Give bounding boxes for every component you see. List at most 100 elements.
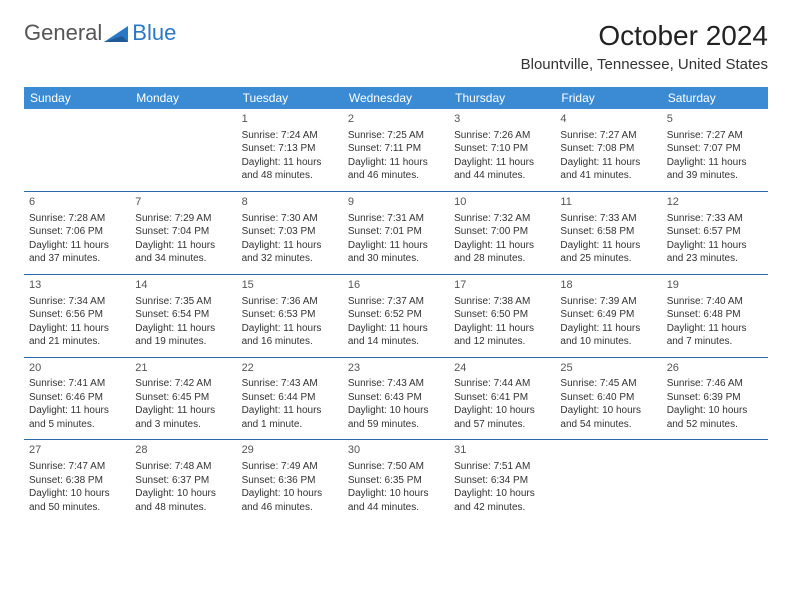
- sunset-text: Sunset: 6:36 PM: [242, 474, 338, 488]
- calendar-cell: 23Sunrise: 7:43 AMSunset: 6:43 PMDayligh…: [343, 357, 449, 440]
- day-number: 30: [348, 443, 444, 458]
- day-header: Sunday: [24, 87, 130, 109]
- calendar-week-row: 13Sunrise: 7:34 AMSunset: 6:56 PMDayligh…: [24, 274, 768, 357]
- daylight-text: Daylight: 11 hours and 32 minutes.: [242, 239, 338, 266]
- sunset-text: Sunset: 6:50 PM: [454, 308, 550, 322]
- calendar-cell: [555, 440, 661, 522]
- sunset-text: Sunset: 7:01 PM: [348, 225, 444, 239]
- header: General Blue October 2024 Blountville, T…: [24, 20, 768, 73]
- day-number: 18: [560, 278, 656, 293]
- sunrise-text: Sunrise: 7:35 AM: [135, 295, 231, 309]
- sunset-text: Sunset: 6:53 PM: [242, 308, 338, 322]
- calendar-cell: 13Sunrise: 7:34 AMSunset: 6:56 PMDayligh…: [24, 274, 130, 357]
- sunrise-text: Sunrise: 7:26 AM: [454, 129, 550, 143]
- sunrise-text: Sunrise: 7:30 AM: [242, 212, 338, 226]
- sunrise-text: Sunrise: 7:42 AM: [135, 377, 231, 391]
- calendar-cell: 20Sunrise: 7:41 AMSunset: 6:46 PMDayligh…: [24, 357, 130, 440]
- day-header: Thursday: [449, 87, 555, 109]
- day-number: 13: [29, 278, 125, 293]
- day-number: 16: [348, 278, 444, 293]
- sunrise-text: Sunrise: 7:31 AM: [348, 212, 444, 226]
- sunrise-text: Sunrise: 7:24 AM: [242, 129, 338, 143]
- daylight-text: Daylight: 11 hours and 48 minutes.: [242, 156, 338, 183]
- sunrise-text: Sunrise: 7:50 AM: [348, 460, 444, 474]
- calendar-cell: 31Sunrise: 7:51 AMSunset: 6:34 PMDayligh…: [449, 440, 555, 522]
- daylight-text: Daylight: 10 hours and 46 minutes.: [242, 487, 338, 514]
- sunset-text: Sunset: 6:43 PM: [348, 391, 444, 405]
- calendar-cell: 30Sunrise: 7:50 AMSunset: 6:35 PMDayligh…: [343, 440, 449, 522]
- sunset-text: Sunset: 6:39 PM: [667, 391, 763, 405]
- calendar-cell: 8 Sunrise: 7:30 AMSunset: 7:03 PMDaylight…: [237, 191, 343, 274]
- sunrise-text: Sunrise: 7:49 AM: [242, 460, 338, 474]
- sunrise-text: Sunrise: 7:51 AM: [454, 460, 550, 474]
- day-number: 28: [135, 443, 231, 458]
- sunset-text: Sunset: 6:34 PM: [454, 474, 550, 488]
- sunrise-text: Sunrise: 7:33 AM: [560, 212, 656, 226]
- daylight-text: Daylight: 11 hours and 7 minutes.: [667, 322, 763, 349]
- day-header: Saturday: [662, 87, 768, 109]
- calendar-cell: 18Sunrise: 7:39 AMSunset: 6:49 PMDayligh…: [555, 274, 661, 357]
- sunrise-text: Sunrise: 7:38 AM: [454, 295, 550, 309]
- calendar-cell: 14Sunrise: 7:35 AMSunset: 6:54 PMDayligh…: [130, 274, 236, 357]
- calendar-header-row: Sunday Monday Tuesday Wednesday Thursday…: [24, 87, 768, 109]
- daylight-text: Daylight: 11 hours and 28 minutes.: [454, 239, 550, 266]
- calendar-cell: 3Sunrise: 7:26 AMSunset: 7:10 PMDaylight…: [449, 109, 555, 191]
- sunrise-text: Sunrise: 7:43 AM: [348, 377, 444, 391]
- calendar-cell: 26Sunrise: 7:46 AMSunset: 6:39 PMDayligh…: [662, 357, 768, 440]
- calendar-cell: 6Sunrise: 7:28 AMSunset: 7:06 PMDaylight…: [24, 191, 130, 274]
- calendar-cell: 2Sunrise: 7:25 AMSunset: 7:11 PMDaylight…: [343, 109, 449, 191]
- title-block: October 2024 Blountville, Tennessee, Uni…: [521, 20, 768, 73]
- sunset-text: Sunset: 7:13 PM: [242, 142, 338, 156]
- sunrise-text: Sunrise: 7:34 AM: [29, 295, 125, 309]
- sunrise-text: Sunrise: 7:29 AM: [135, 212, 231, 226]
- sunrise-text: Sunrise: 7:46 AM: [667, 377, 763, 391]
- sunset-text: Sunset: 7:10 PM: [454, 142, 550, 156]
- day-number: 1: [242, 112, 338, 127]
- daylight-text: Daylight: 10 hours and 44 minutes.: [348, 487, 444, 514]
- sunrise-text: Sunrise: 7:28 AM: [29, 212, 125, 226]
- calendar-cell: [24, 109, 130, 191]
- sunset-text: Sunset: 6:58 PM: [560, 225, 656, 239]
- day-number: 31: [454, 443, 550, 458]
- sunset-text: Sunset: 7:03 PM: [242, 225, 338, 239]
- calendar-week-row: 20Sunrise: 7:41 AMSunset: 6:46 PMDayligh…: [24, 357, 768, 440]
- calendar-week-row: 1 Sunrise: 7:24 AMSunset: 7:13 PMDaylight…: [24, 109, 768, 191]
- day-header: Friday: [555, 87, 661, 109]
- sunrise-text: Sunrise: 7:37 AM: [348, 295, 444, 309]
- day-number: 6: [29, 195, 125, 210]
- day-number: 4: [560, 112, 656, 127]
- daylight-text: Daylight: 10 hours and 52 minutes.: [667, 404, 763, 431]
- day-number: 24: [454, 361, 550, 376]
- calendar-cell: 15Sunrise: 7:36 AMSunset: 6:53 PMDayligh…: [237, 274, 343, 357]
- calendar-cell: 21Sunrise: 7:42 AMSunset: 6:45 PMDayligh…: [130, 357, 236, 440]
- sunset-text: Sunset: 6:41 PM: [454, 391, 550, 405]
- day-number: 20: [29, 361, 125, 376]
- day-number: 29: [242, 443, 338, 458]
- daylight-text: Daylight: 11 hours and 5 minutes.: [29, 404, 125, 431]
- calendar-cell: 29 Sunrise: 7:49 AMSunset: 6:36 PMDayligh…: [237, 440, 343, 522]
- sunrise-text: Sunrise: 7:32 AM: [454, 212, 550, 226]
- calendar-cell: [662, 440, 768, 522]
- sunset-text: Sunset: 6:38 PM: [29, 474, 125, 488]
- sunset-text: Sunset: 6:45 PM: [135, 391, 231, 405]
- sunrise-text: Sunrise: 7:43 AM: [242, 377, 338, 391]
- sunset-text: Sunset: 6:37 PM: [135, 474, 231, 488]
- day-number: 12: [667, 195, 763, 210]
- sunset-text: Sunset: 7:04 PM: [135, 225, 231, 239]
- calendar-week-row: 6Sunrise: 7:28 AMSunset: 7:06 PMDaylight…: [24, 191, 768, 274]
- page-subtitle: Blountville, Tennessee, United States: [521, 56, 768, 73]
- day-number: 11: [560, 195, 656, 210]
- calendar-cell: 1 Sunrise: 7:24 AMSunset: 7:13 PMDaylight…: [237, 109, 343, 191]
- calendar-cell: 25Sunrise: 7:45 AMSunset: 6:40 PMDayligh…: [555, 357, 661, 440]
- sunrise-text: Sunrise: 7:48 AM: [135, 460, 231, 474]
- calendar-cell: 17Sunrise: 7:38 AMSunset: 6:50 PMDayligh…: [449, 274, 555, 357]
- day-number: 8: [242, 195, 338, 210]
- logo-text-blue: Blue: [132, 20, 176, 46]
- calendar-cell: 16Sunrise: 7:37 AMSunset: 6:52 PMDayligh…: [343, 274, 449, 357]
- sunrise-text: Sunrise: 7:27 AM: [667, 129, 763, 143]
- daylight-text: Daylight: 10 hours and 54 minutes.: [560, 404, 656, 431]
- logo: General Blue: [24, 20, 176, 46]
- calendar-cell: 10Sunrise: 7:32 AMSunset: 7:00 PMDayligh…: [449, 191, 555, 274]
- calendar-cell: 4Sunrise: 7:27 AMSunset: 7:08 PMDaylight…: [555, 109, 661, 191]
- daylight-text: Daylight: 11 hours and 23 minutes.: [667, 239, 763, 266]
